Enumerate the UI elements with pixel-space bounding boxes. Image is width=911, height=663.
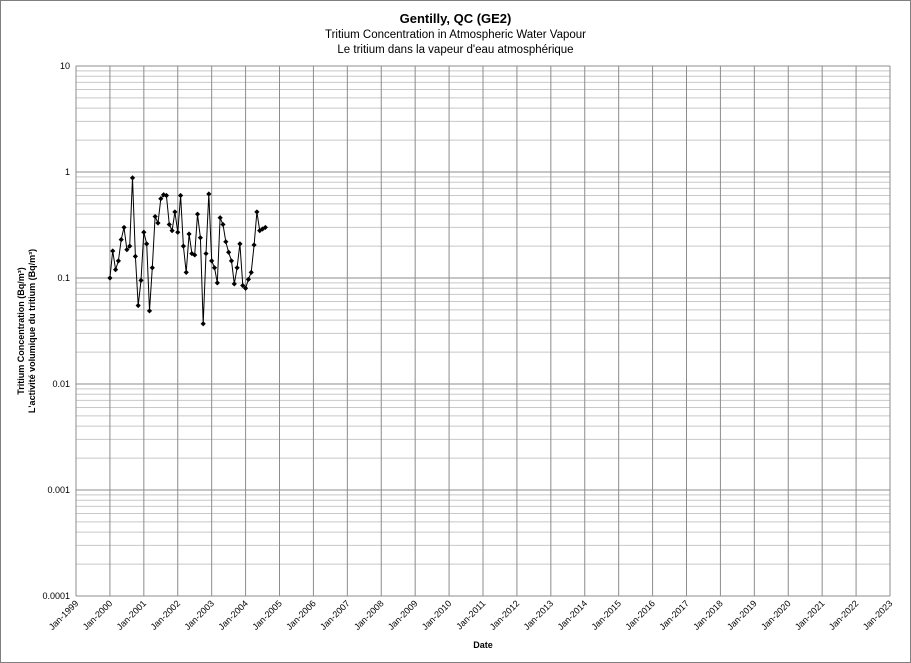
data-point-marker — [262, 224, 268, 231]
series-line — [109, 177, 266, 324]
data-point-marker — [146, 308, 153, 314]
chart-subtitle-en: Tritium Concentration in Atmospheric Wat… — [325, 29, 586, 41]
y-tick-labels: 0.0001 0.001 0.01 0.1 1 10 — [42, 61, 70, 601]
chart-subtitle-fr: Le tritium dans la vapeur d'eau atmosphé… — [337, 44, 574, 56]
data-point-marker — [254, 209, 260, 215]
data-point-marker — [175, 229, 181, 235]
data-point-marker — [214, 280, 220, 286]
y-tick-label: 1 — [65, 167, 70, 177]
x-tick-label: Jan-2000 — [81, 598, 115, 632]
data-point-marker — [259, 226, 266, 232]
x-tick-label: Jan-2009 — [386, 598, 420, 632]
data-point-marker — [240, 282, 246, 289]
x-tick-label: Jan-2011 — [454, 598, 487, 631]
x-tick-label: Jan-2005 — [250, 598, 284, 632]
x-tick-label: Jan-2010 — [420, 598, 454, 632]
x-tick-label: Jan-2013 — [522, 598, 556, 632]
data-point-marker — [172, 209, 178, 215]
data-point-marker — [228, 258, 235, 264]
x-tick-label: Jan-2004 — [216, 598, 250, 632]
x-tick-label: Jan-2019 — [725, 598, 759, 632]
data-point-marker — [203, 250, 209, 257]
data-point-marker — [152, 213, 158, 220]
data-point-marker — [149, 265, 155, 271]
data-point-marker — [248, 269, 254, 275]
y-tick-label: 0.0001 — [42, 591, 70, 601]
x-tick-label: Jan-2008 — [352, 598, 386, 632]
data-point-marker — [209, 258, 215, 264]
x-tick-label: Jan-2023 — [861, 598, 895, 632]
x-tick-label: Jan-2007 — [318, 598, 352, 632]
data-series — [107, 175, 268, 327]
data-point-marker — [112, 267, 119, 273]
x-tick-label: Jan-2016 — [623, 598, 657, 632]
data-point-marker — [163, 192, 170, 199]
data-point-marker — [180, 243, 187, 249]
data-point-marker — [121, 224, 127, 231]
data-point-marker — [220, 221, 226, 228]
data-point-marker — [110, 248, 116, 254]
data-point-marker — [223, 239, 229, 245]
data-point-marker — [231, 281, 237, 287]
data-point-marker — [197, 235, 203, 241]
x-tick-label: Jan-2006 — [284, 598, 318, 632]
data-point-marker — [135, 302, 141, 309]
data-point-marker — [169, 228, 175, 234]
x-tick-label: Jan-2020 — [759, 598, 793, 632]
y-tick-label: 0.01 — [52, 379, 70, 389]
x-tick-label: Jan-2017 — [657, 598, 691, 632]
data-point-marker — [226, 249, 232, 255]
x-tick-label: Jan-1999 — [47, 598, 81, 632]
y-tick-label: 10 — [60, 61, 70, 71]
x-tick-label: Jan-2002 — [149, 598, 183, 632]
data-point-marker — [194, 211, 201, 217]
data-point-marker — [206, 191, 212, 197]
y-tick-label: 0.001 — [47, 485, 70, 495]
x-tick-label: Jan-2015 — [589, 598, 623, 632]
data-point-marker — [107, 275, 113, 281]
y-axis-label-en: Tritium Concentration (Bq/m³) — [16, 267, 26, 395]
data-point-marker — [251, 242, 257, 248]
data-point-marker — [183, 269, 189, 275]
data-point-marker — [155, 220, 161, 226]
data-point-marker — [186, 231, 192, 237]
data-point-marker — [124, 247, 130, 253]
data-point-marker — [144, 241, 150, 247]
x-axis-label: Date — [473, 640, 493, 650]
x-tick-labels: Jan-1999 Jan-2000 Jan-2001 Jan-2002 Jan-2003… — [47, 598, 895, 632]
data-point-marker — [141, 229, 147, 235]
data-point-marker — [129, 175, 136, 181]
x-tick-label: Jan-2018 — [691, 598, 725, 632]
chart-title: Gentilly, QC (GE2) — [399, 11, 512, 26]
data-point-marker — [132, 253, 138, 259]
data-point-marker — [211, 265, 218, 271]
y-tick-label: 0.1 — [57, 273, 70, 283]
data-point-marker — [245, 276, 252, 283]
data-point-marker — [200, 321, 206, 327]
x-tick-label: Jan-2012 — [488, 598, 522, 632]
data-point-marker — [115, 258, 121, 264]
data-point-marker — [166, 221, 172, 228]
data-point-marker — [192, 252, 198, 258]
x-tick-label: Jan-2021 — [793, 598, 827, 632]
x-tick-label: Jan-2001 — [115, 598, 149, 632]
data-point-marker — [242, 285, 249, 291]
data-point-marker — [138, 277, 144, 283]
x-tick-label: Jan-2014 — [556, 598, 590, 632]
data-point-marker — [158, 196, 164, 202]
data-point-marker — [127, 243, 133, 249]
data-point-marker — [118, 237, 124, 243]
data-point-marker — [217, 215, 223, 221]
y-axis-label-fr: L'activité volumique du tritium (Bq/m³) — [27, 249, 37, 413]
data-point-marker — [237, 241, 243, 247]
x-tick-label: Jan-2022 — [827, 598, 861, 632]
grid-lines — [75, 65, 891, 597]
data-point-marker — [234, 265, 240, 271]
x-tick-label: Jan-2003 — [182, 598, 216, 632]
data-point-marker — [177, 192, 184, 199]
